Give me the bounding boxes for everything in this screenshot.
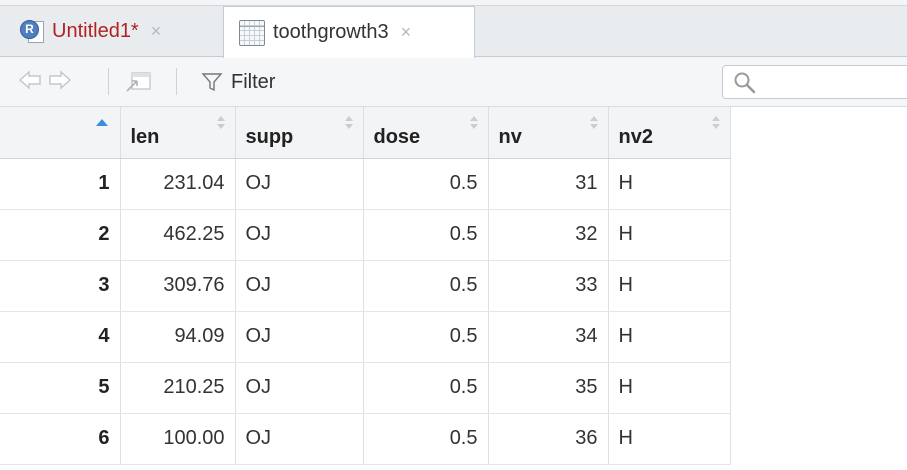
cell-len[interactable]: 231.04 — [120, 158, 236, 210]
cell-len[interactable]: 462.25 — [120, 209, 236, 261]
data-grid-icon — [239, 19, 265, 46]
header-row: len supp dose nv nv2 — [0, 107, 731, 159]
column-header-label: nv2 — [618, 125, 653, 148]
row-number: 5 — [0, 362, 121, 414]
cell-dose[interactable]: 0.5 — [363, 260, 489, 312]
data-table-container: len supp dose nv nv2 1 231.04 OJ 0.5 31 … — [0, 107, 731, 465]
column-header-nv[interactable]: nv — [488, 107, 609, 159]
show-in-window-icon[interactable] — [124, 69, 154, 100]
cell-dose[interactable]: 0.5 — [363, 158, 489, 210]
sort-icon[interactable] — [216, 116, 225, 130]
cell-supp[interactable]: OJ — [235, 260, 364, 312]
cell-dose[interactable]: 0.5 — [363, 362, 489, 414]
row-number: 2 — [0, 209, 121, 261]
sort-icon[interactable] — [589, 116, 598, 130]
table-row[interactable]: 5 210.25 OJ 0.5 35 H — [0, 362, 731, 414]
toolbar-divider — [108, 68, 109, 95]
sort-icon[interactable] — [469, 116, 478, 130]
search-box[interactable] — [722, 65, 907, 99]
column-header-label: len — [130, 125, 160, 148]
table-row[interactable]: 2 462.25 OJ 0.5 32 H — [0, 209, 731, 261]
row-number: 4 — [0, 311, 121, 363]
data-viewer-toolbar: Filter — [0, 57, 907, 107]
cell-len[interactable]: 100.00 — [120, 413, 236, 465]
data-table: len supp dose nv nv2 1 231.04 OJ 0.5 31 … — [0, 107, 731, 465]
cell-supp[interactable]: OJ — [235, 362, 364, 414]
column-header-label: nv — [498, 125, 522, 148]
cell-nv2[interactable]: H — [608, 362, 731, 414]
r-script-icon: R — [20, 19, 44, 44]
column-header-len[interactable]: len — [120, 107, 236, 159]
column-header-supp[interactable]: supp — [235, 107, 364, 159]
cell-nv[interactable]: 31 — [488, 158, 609, 210]
column-header-label: dose — [373, 125, 421, 148]
cell-nv2[interactable]: H — [608, 260, 731, 312]
cell-nv[interactable]: 36 — [488, 413, 609, 465]
tab-label: Untitled1* — [52, 20, 139, 42]
filter-button[interactable]: Filter — [201, 69, 275, 95]
cell-dose[interactable]: 0.5 — [363, 413, 489, 465]
cell-nv[interactable]: 32 — [488, 209, 609, 261]
row-number: 6 — [0, 413, 121, 465]
close-icon[interactable]: × — [150, 21, 162, 41]
column-header-dose[interactable]: dose — [363, 107, 489, 159]
cell-nv2[interactable]: H — [608, 311, 731, 363]
cell-supp[interactable]: OJ — [235, 209, 364, 261]
tab-label: toothgrowth3 — [273, 21, 389, 43]
column-header-nv2[interactable]: nv2 — [608, 107, 731, 159]
sort-ascending-icon — [95, 119, 108, 126]
cell-nv[interactable]: 35 — [488, 362, 609, 414]
cell-dose[interactable]: 0.5 — [363, 209, 489, 261]
cell-nv2[interactable]: H — [608, 209, 731, 261]
sort-icon[interactable] — [344, 116, 353, 130]
search-icon — [733, 71, 757, 100]
cell-nv[interactable]: 34 — [488, 311, 609, 363]
toolbar-divider — [176, 68, 177, 95]
filter-label: Filter — [231, 70, 276, 93]
cell-len[interactable]: 210.25 — [120, 362, 236, 414]
cell-nv2[interactable]: H — [608, 413, 731, 465]
cell-supp[interactable]: OJ — [235, 311, 364, 363]
tab-bar: R Untitled1* × toothgrowth3 × — [0, 0, 907, 58]
cell-len[interactable]: 309.76 — [120, 260, 236, 312]
table-row[interactable]: 6 100.00 OJ 0.5 36 H — [0, 413, 731, 465]
cell-dose[interactable]: 0.5 — [363, 311, 489, 363]
cell-supp[interactable]: OJ — [235, 413, 364, 465]
tab-toothgrowth3[interactable]: toothgrowth3 × — [223, 6, 475, 58]
row-number: 3 — [0, 260, 121, 312]
table-row[interactable]: 1 231.04 OJ 0.5 31 H — [0, 158, 731, 210]
cell-supp[interactable]: OJ — [235, 158, 364, 210]
forward-arrow-icon[interactable] — [48, 69, 72, 96]
column-header-label: supp — [245, 125, 294, 148]
close-icon[interactable]: × — [400, 22, 412, 42]
sort-icon[interactable] — [711, 116, 720, 130]
row-number-header[interactable] — [0, 107, 121, 159]
table-row[interactable]: 4 94.09 OJ 0.5 34 H — [0, 311, 731, 363]
table-row[interactable]: 3 309.76 OJ 0.5 33 H — [0, 260, 731, 312]
filter-icon — [201, 73, 223, 92]
cell-nv2[interactable]: H — [608, 158, 731, 210]
tab-untitled1[interactable]: R Untitled1* × — [0, 6, 218, 57]
search-input[interactable] — [761, 70, 907, 96]
cell-len[interactable]: 94.09 — [120, 311, 236, 363]
row-number: 1 — [0, 158, 121, 210]
back-arrow-icon[interactable] — [18, 69, 42, 96]
cell-nv[interactable]: 33 — [488, 260, 609, 312]
